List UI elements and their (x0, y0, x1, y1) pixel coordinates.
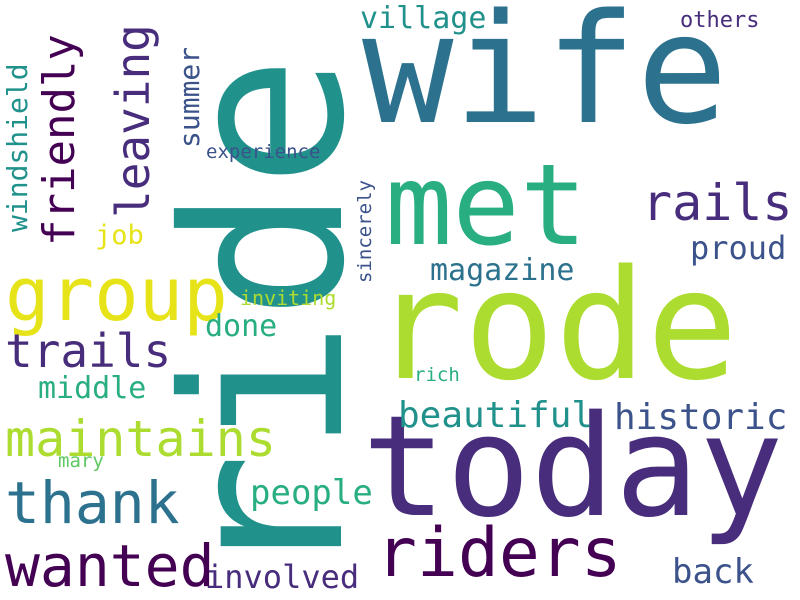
word-involved: involved (205, 558, 360, 596)
word-trails: trails (5, 324, 172, 378)
word-mary: mary (58, 450, 104, 472)
word-windshield: windshield (1, 63, 34, 232)
word-sincerely: sincerely (354, 180, 376, 283)
word-job: job (95, 220, 144, 251)
word-people: people (250, 473, 373, 513)
word-experience: experience (206, 141, 321, 163)
word-thank: thank (5, 469, 180, 537)
word-back: back (672, 552, 754, 592)
word-magazine: magazine (430, 253, 575, 288)
word-leaving: leaving (106, 24, 160, 218)
word-proud: proud (690, 229, 787, 267)
word-inviting: inviting (240, 286, 337, 310)
word-group: group (5, 252, 228, 338)
word-met: met (385, 141, 588, 271)
word-wanted: wanted (5, 532, 215, 600)
word-village: village (360, 1, 487, 36)
word-friendly: friendly (34, 34, 85, 246)
word-historic: historic (614, 397, 788, 438)
word-beautiful: beautiful (398, 395, 594, 436)
word-wife: wife (362, 0, 729, 158)
word-middle: middle (38, 371, 147, 406)
word-today: today (362, 386, 784, 549)
word-others: others (680, 8, 760, 33)
word-rode: rode (372, 237, 739, 414)
word-rails: rails (642, 174, 793, 232)
word-riders: riders (376, 514, 622, 593)
word-summer: summer (173, 46, 206, 148)
word-done: done (205, 309, 278, 344)
word-maintains: maintains (5, 410, 276, 468)
word-rich: rich (414, 364, 460, 386)
